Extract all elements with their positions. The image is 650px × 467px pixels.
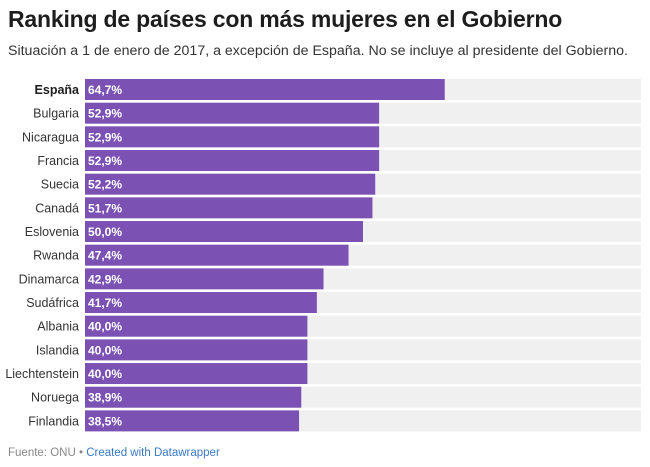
footer-separator: • (78, 447, 83, 459)
category-label-rwanda: Rwanda (33, 249, 79, 263)
category-label-liechtenstein: Liechtenstein (5, 367, 79, 381)
bar-bulgaria (85, 102, 380, 124)
category-label-dinamarca: Dinamarca (19, 272, 79, 286)
value-label-dinamarca: 42,9% (88, 272, 122, 286)
category-label-bulgaria: Bulgaria (33, 107, 79, 121)
chart-title: Ranking de países con más mujeres en el … (8, 6, 563, 32)
bar-canada (85, 197, 373, 219)
value-label-francia: 52,9% (88, 154, 122, 168)
value-label-rwanda: 47,4% (88, 249, 122, 263)
value-label-liechtenstein: 40,0% (88, 367, 122, 381)
value-label-espana: 64,7% (88, 83, 122, 97)
value-label-finlandia: 38,5% (88, 414, 122, 428)
category-label-noruega: Noruega (31, 391, 79, 405)
value-label-islandia: 40,0% (88, 343, 122, 357)
bar-noruega (85, 386, 302, 408)
value-label-albania: 40,0% (88, 320, 122, 334)
category-label-canada: Canadá (35, 201, 79, 215)
value-label-nicaragua: 52,9% (88, 130, 122, 144)
value-label-canada: 51,7% (88, 201, 122, 215)
category-label-francia: Francia (37, 154, 79, 168)
value-label-suecia: 52,2% (88, 178, 122, 192)
bar-sudafrica (85, 292, 317, 314)
bar-dinamarca (85, 268, 324, 290)
bar-islandia (85, 339, 308, 361)
bar-albania (85, 315, 308, 337)
value-label-sudafrica: 41,7% (88, 296, 122, 310)
bar-rwanda (85, 244, 349, 266)
bar-eslovenia (85, 221, 363, 243)
chart-subtitle: Situación a 1 de enero de 2017, a excepc… (8, 43, 628, 59)
category-label-islandia: Islandia (36, 343, 79, 357)
category-label-eslovenia: Eslovenia (25, 225, 79, 239)
category-label-suecia: Suecia (41, 178, 79, 192)
bar-francia (85, 150, 380, 172)
category-label-nicaragua: Nicaragua (22, 130, 79, 144)
value-label-noruega: 38,9% (88, 391, 122, 405)
category-label-espana: España (35, 83, 81, 97)
bar-liechtenstein (85, 363, 308, 385)
chart-footer: Fuente: ONU • Created with Datawrapper (8, 447, 220, 459)
bar-espana (85, 79, 445, 100)
category-label-finlandia: Finlandia (28, 414, 79, 428)
category-label-sudafrica: Sudáfrica (26, 296, 79, 310)
bar-suecia (85, 173, 376, 195)
value-label-eslovenia: 50,0% (88, 225, 122, 239)
category-label-albania: Albania (37, 320, 79, 334)
value-label-bulgaria: 52,9% (88, 107, 122, 121)
source-note: Fuente: ONU (8, 447, 76, 459)
datawrapper-credit-link[interactable]: Created with Datawrapper (86, 447, 220, 459)
bar-chart: España 64,7% Bulgaria 52,9% Nicaragua 52,9% Fr… (5, 79, 641, 432)
bar-nicaragua (85, 126, 380, 148)
bar-finlandia (85, 410, 300, 432)
